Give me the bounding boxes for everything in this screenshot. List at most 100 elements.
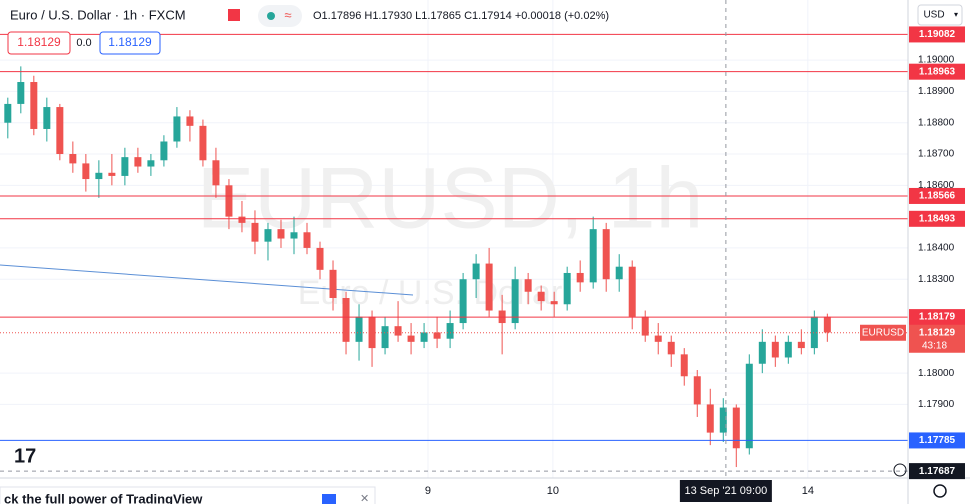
- candle-body: [472, 263, 480, 280]
- watermark: EURUSD, 1h: [197, 151, 704, 247]
- banner-text: ck the full power of TradingView: [4, 491, 203, 504]
- candle-body: [524, 279, 532, 292]
- ohlc-legend: O1.17896 H1.17930 L1.17865 C1.17914 +0.0…: [313, 10, 609, 22]
- candle-body: [667, 341, 675, 355]
- y-tick-label: 1.18900: [918, 86, 955, 97]
- x-tick-label: 9: [425, 485, 431, 497]
- candle-body: [680, 354, 688, 377]
- candle-body: [693, 376, 701, 405]
- crosshair-y-bg: [909, 463, 965, 480]
- last-price-bg: [909, 324, 965, 353]
- sell-price[interactable]: 1.18129: [17, 35, 61, 49]
- crosshair-x-bg: [679, 480, 772, 502]
- candle-body: [225, 185, 233, 217]
- status-icon: ≈: [284, 7, 291, 22]
- candle-body: [186, 116, 194, 126]
- candle-body: [147, 160, 155, 167]
- x-tick-label: 10: [547, 485, 559, 497]
- countdown: 43:18: [922, 340, 947, 351]
- settings-button[interactable]: [933, 484, 947, 498]
- candle-body: [420, 332, 428, 342]
- flag-icon[interactable]: [228, 9, 240, 21]
- candle-body: [342, 298, 350, 342]
- candle-body: [745, 363, 753, 449]
- candle-body: [602, 229, 610, 280]
- crosshair-y-label: 1.17687: [919, 466, 956, 477]
- candle-body: [511, 279, 519, 324]
- currency-select[interactable]: [917, 4, 963, 26]
- watermark-subtitle: Euro / U.S. Dollar: [298, 274, 563, 312]
- y-tick-label: 1.19000: [918, 55, 955, 66]
- plot: [0, 0, 908, 478]
- candle-body: [82, 163, 90, 180]
- candle-body: [615, 266, 623, 280]
- sell-button[interactable]: [7, 31, 71, 55]
- candle-body: [823, 316, 831, 333]
- dropdown-arrow: ▾: [954, 10, 958, 19]
- candle-body: [160, 141, 168, 161]
- candle-body: [4, 103, 12, 123]
- candle-body: [316, 247, 324, 270]
- trend-line: [0, 264, 414, 296]
- level-label: 1.18179: [919, 312, 956, 323]
- candle-body: [433, 332, 441, 339]
- candle-body: [381, 326, 389, 349]
- candle-body: [43, 107, 51, 129]
- status-dot: [267, 12, 275, 20]
- candle-body: [303, 232, 311, 248]
- y-tick-label: 1.18800: [918, 117, 955, 128]
- scroll-button[interactable]: [893, 463, 907, 477]
- banner-close[interactable]: ✕: [360, 493, 369, 504]
- level-label-bg: [909, 309, 965, 326]
- grid: [0, 0, 908, 478]
- candle-body: [355, 316, 363, 342]
- level-label-bg: [909, 63, 965, 80]
- candle-body: [173, 116, 181, 142]
- level-label-bg: [909, 432, 965, 449]
- candle-body: [732, 407, 740, 449]
- candle-body: [719, 407, 727, 433]
- candle-body: [810, 316, 818, 349]
- buy-price[interactable]: 1.18129: [108, 35, 152, 49]
- candle-body: [641, 316, 649, 336]
- candle-body: [251, 222, 259, 242]
- currency[interactable]: USD: [923, 10, 944, 21]
- level-label: 1.18566: [919, 191, 956, 202]
- candle-body: [446, 323, 454, 339]
- candle-body: [264, 229, 272, 242]
- candle-body: [589, 229, 597, 283]
- y-tick-label: 1.18600: [918, 180, 955, 191]
- candle-body: [706, 404, 714, 433]
- candle-body: [563, 272, 571, 305]
- y-tick-label: 1.17900: [918, 399, 955, 410]
- banner-icon: [322, 494, 336, 504]
- candle-body: [277, 229, 285, 239]
- last-price-label: 1.18129: [919, 327, 956, 338]
- candle-body: [56, 107, 64, 155]
- level-label: 1.19082: [919, 29, 956, 40]
- candle-body: [238, 216, 246, 223]
- axis: 1.19000 1.18900 1.18800 1.18700 1.18600 1.184…: [425, 26, 965, 502]
- candle-body: [17, 82, 25, 104]
- candle-body: [537, 291, 545, 302]
- y-tick-label: 1.18300: [918, 274, 955, 285]
- candle-body: [394, 326, 402, 336]
- candle-body: [758, 341, 766, 364]
- candle-body: [212, 160, 220, 186]
- candle-body: [134, 157, 142, 167]
- tv-logo[interactable]: 17: [14, 445, 36, 467]
- candle-body: [69, 154, 77, 164]
- candle-body: [199, 125, 207, 161]
- candle-body: [108, 172, 116, 176]
- candle-body: [459, 279, 467, 324]
- indicator-toggle[interactable]: [258, 5, 302, 27]
- candle-body: [290, 232, 298, 239]
- candle-body: [797, 341, 805, 349]
- crosshair-x-label: 13 Sep '21 09:00: [684, 485, 767, 497]
- buy-button[interactable]: [99, 31, 161, 55]
- level-label-bg: [909, 210, 965, 227]
- candle-body: [485, 263, 493, 311]
- banner: [0, 486, 376, 504]
- level-label-bg: [909, 187, 965, 204]
